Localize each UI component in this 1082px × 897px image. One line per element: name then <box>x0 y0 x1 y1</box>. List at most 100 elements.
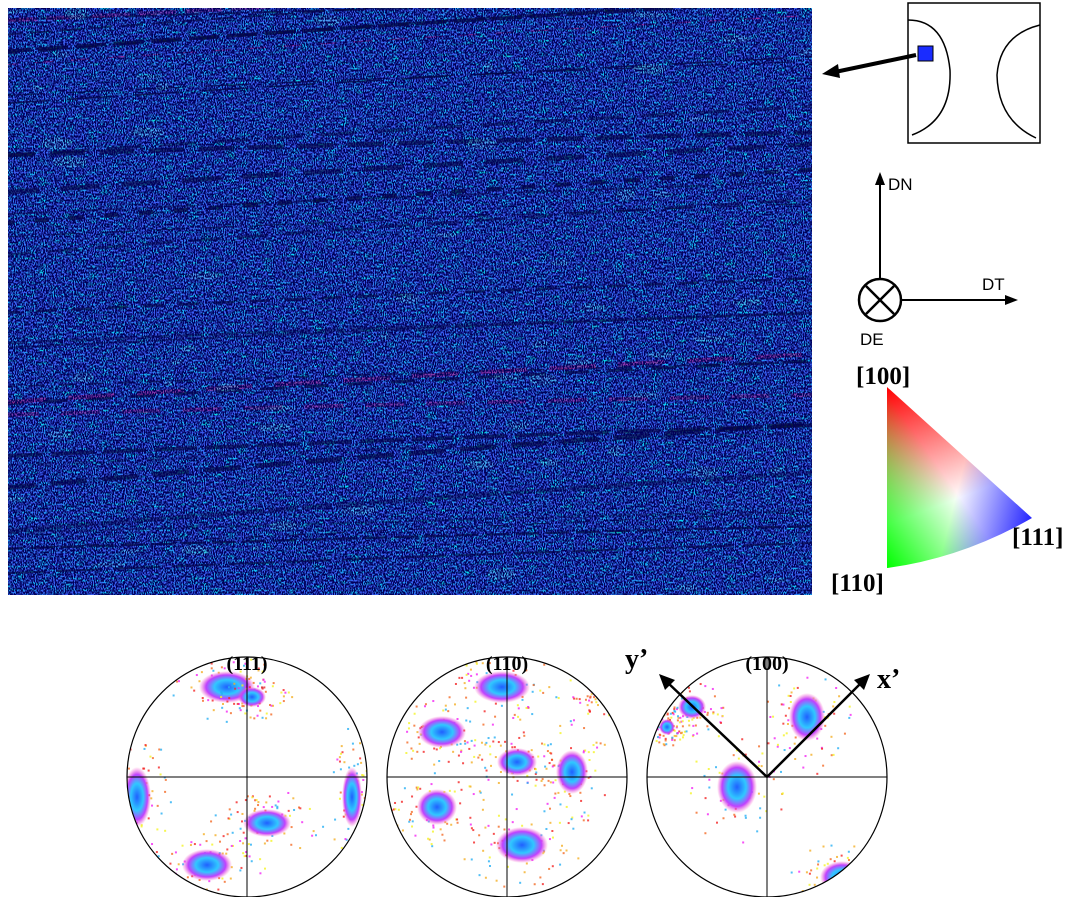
scatter-dot <box>602 687 605 690</box>
scatter-dot <box>411 795 414 798</box>
scatter-dot <box>445 670 448 673</box>
scatter-dot <box>397 808 400 811</box>
scatter-dot <box>681 736 684 739</box>
scatter-dot <box>718 771 721 774</box>
scatter-dot <box>603 691 606 694</box>
scatter-dot <box>164 778 167 781</box>
scatter-dot <box>257 669 260 672</box>
scatter-dot <box>545 767 548 770</box>
scatter-dot <box>228 697 231 700</box>
ipf-label: [100] <box>856 363 910 390</box>
scatter-dot <box>732 754 735 757</box>
scatter-dot <box>597 678 600 681</box>
scatter-dot <box>551 765 554 768</box>
scatter-dot <box>483 710 486 713</box>
scatter-dot <box>579 673 582 676</box>
scatter-dot <box>351 742 354 745</box>
scatter-dot <box>468 679 471 682</box>
scatter-dot <box>232 661 235 664</box>
scatter-dot <box>681 720 684 723</box>
scatter-dot <box>157 855 160 858</box>
scatter-dot <box>413 712 416 715</box>
scatter-dot <box>489 745 492 748</box>
scatter-dot <box>846 878 849 881</box>
scatter-dot <box>499 771 502 774</box>
scatter-dot <box>884 864 887 867</box>
scatter-dot <box>601 679 604 682</box>
scatter-dot <box>250 658 253 661</box>
scatter-dot <box>744 814 747 817</box>
scatter-dot <box>371 836 373 838</box>
scatter-dot <box>345 838 348 841</box>
scatter-dot <box>772 715 775 718</box>
scatter-dot <box>570 723 573 726</box>
scatter-dot <box>412 749 415 752</box>
scatter-dot <box>841 878 844 881</box>
scatter-dot <box>134 843 137 846</box>
scatter-dot <box>599 689 602 692</box>
scatter-dot <box>453 790 456 793</box>
scatter-dot <box>356 863 359 866</box>
scatter-dot <box>231 831 234 834</box>
scatter-dot <box>491 723 494 726</box>
scatter-dot <box>461 676 464 679</box>
scatter-dot <box>561 844 564 847</box>
scatter-dot <box>572 696 575 699</box>
scatter-dot <box>260 686 263 689</box>
scatter-dot <box>163 875 166 878</box>
scatter-dot <box>678 730 681 733</box>
scatter-dot <box>541 883 544 886</box>
scatter-dot <box>391 820 394 823</box>
scatter-dot <box>572 719 575 722</box>
scatter-dot <box>571 816 574 819</box>
scatter-dot <box>353 764 356 767</box>
scatter-dot <box>338 797 341 800</box>
scatter-dot <box>540 779 543 782</box>
scatter-dot <box>249 843 252 846</box>
scatter-dot <box>183 662 186 665</box>
pf-label: (110) <box>486 653 528 675</box>
scatter-dot <box>264 690 267 693</box>
scatter-dot <box>671 738 674 741</box>
scatter-dot <box>848 716 851 719</box>
scatter-dot <box>849 713 852 716</box>
scatter-dot <box>550 752 553 755</box>
scatter-dot <box>618 694 621 697</box>
scatter-dot <box>443 839 446 842</box>
scatter-dot <box>227 817 230 820</box>
scatter-dot <box>481 758 484 761</box>
scatter-dot <box>460 750 463 753</box>
scatter-dot <box>589 683 592 686</box>
scatter-dot <box>513 713 516 716</box>
scatter-dot <box>467 672 470 675</box>
scatter-dot <box>602 695 605 698</box>
scatter-dot <box>816 737 819 740</box>
scatter-dot <box>172 694 175 697</box>
scatter-dot <box>582 819 585 822</box>
scatter-dot <box>265 712 268 715</box>
scatter-dot <box>853 845 856 848</box>
ipf-label: [110] <box>831 570 884 597</box>
scatter-dot <box>707 768 710 771</box>
scatter-dot <box>456 743 459 746</box>
scatter-dot <box>659 734 662 737</box>
scatter-dot <box>809 849 812 852</box>
scatter-dot <box>255 799 258 802</box>
scatter-dot <box>652 730 655 733</box>
scatter-dot <box>150 797 153 800</box>
scatter-dot <box>229 712 232 715</box>
scatter-dot <box>484 876 487 879</box>
scatter-dot <box>531 713 534 716</box>
scatter-dot <box>766 700 769 703</box>
scatter-dot <box>583 811 586 814</box>
scatter-dot <box>459 742 462 745</box>
scatter-dot <box>617 661 620 664</box>
scatter-dot <box>715 821 718 824</box>
scatter-dot <box>108 805 110 807</box>
scatter-dot <box>418 742 421 745</box>
pf-outline <box>646 656 888 897</box>
scatter-dot <box>681 731 684 734</box>
scatter-dot <box>257 667 260 670</box>
scatter-dot <box>422 750 425 753</box>
scatter-dot <box>703 710 706 713</box>
